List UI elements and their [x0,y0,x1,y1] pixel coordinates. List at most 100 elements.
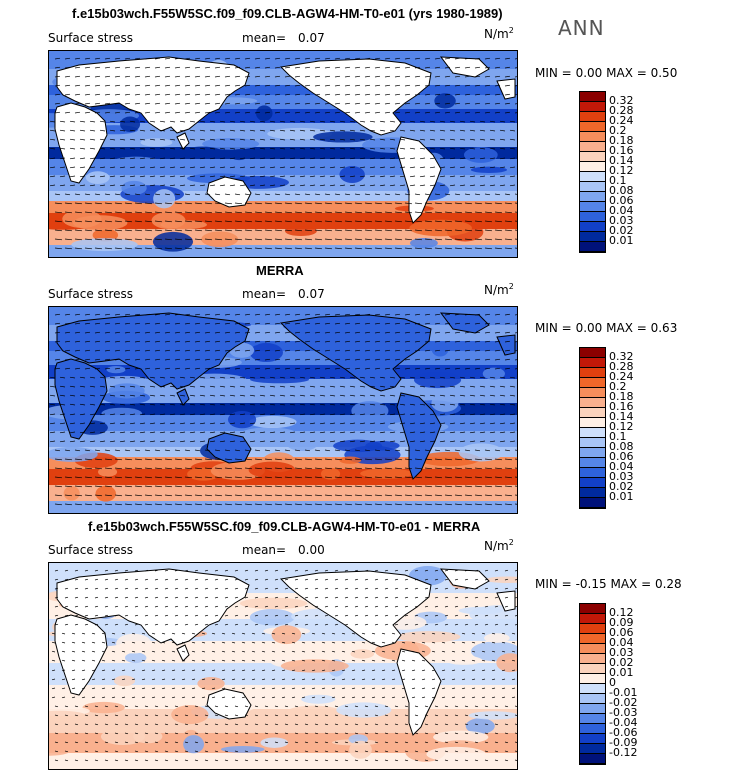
stress-arrow [454,84,461,87]
stress-arrow [414,614,419,617]
stress-arrow [189,431,196,434]
stress-arrow [74,193,81,196]
stress-arrow [161,659,166,662]
stress-arrow [249,147,256,150]
stress-arrow [124,247,133,250]
colorbar-swatch [580,734,605,744]
stress-arrow [371,650,376,653]
stress-arrow [89,120,96,123]
stress-arrow [394,467,403,470]
stress-arrow [234,313,241,316]
stress-arrow [439,175,446,178]
stress-arrow [184,503,193,506]
stress-arrow [439,413,446,416]
stress-arrow [114,623,119,626]
stress-arrow [94,93,101,96]
stress-arrow [74,313,81,316]
stress-arrow [64,313,71,316]
stress-arrow [354,569,359,572]
colorbar-swatch [580,418,605,428]
stress-arrow [481,678,486,681]
stress-arrow [94,211,103,214]
panel-3-title: f.e15b03wch.F55W5SC.f09_f09.CLB-AGW4-HM-… [88,519,481,534]
stress-arrow [364,93,371,96]
stress-arrow [344,229,353,232]
stress-arrow [384,93,391,96]
stress-arrow [254,467,263,470]
stress-arrow [214,503,223,506]
stress-arrow [144,759,149,762]
stress-arrow [334,714,339,717]
stress-arrow [254,66,261,69]
stress-arrow [144,84,151,87]
stress-arrow [191,641,196,644]
stress-arrow [509,129,516,132]
stress-arrow [104,467,113,470]
stress-arrow [209,157,216,160]
stress-arrow [234,449,241,452]
stress-arrow [194,614,199,617]
stress-arrow [214,349,221,352]
stress-arrow [74,331,81,334]
stress-arrow [214,623,219,626]
stress-arrow [229,394,236,397]
colorbar-label: 0.08 [609,440,634,453]
stress-arrow [229,175,236,178]
stress-arrow [364,714,369,717]
stress-arrow [251,650,256,653]
stress-arrow [341,687,346,690]
stress-arrow [394,349,401,352]
stress-arrow [264,759,269,762]
stress-arrow [214,340,221,343]
stress-arrow [189,184,196,187]
stress-arrow [184,247,193,250]
stress-arrow [194,358,201,361]
stress-arrow [514,759,517,761]
stress-arrow [474,759,479,762]
stress-arrow [94,358,101,361]
stress-arrow [454,322,461,325]
stress-arrow [329,147,336,150]
stress-arrow [114,238,123,241]
stress-arrow [479,440,486,443]
stress-arrow [404,596,409,599]
stress-arrow [144,494,153,497]
stress-arrow [219,166,226,169]
stress-arrow [54,569,59,572]
stress-arrow [244,458,253,461]
stress-arrow [514,449,517,451]
stress-arrow [384,732,389,735]
stress-patch [106,365,126,374]
stress-arrow [481,641,486,644]
stress-patch [171,705,209,725]
stress-arrow [304,340,311,343]
stress-arrow [394,247,403,250]
stress-arrow [179,422,186,425]
stress-arrow [254,605,259,608]
colorbar-label: 0.06 [609,626,634,639]
stress-arrow [269,422,276,425]
stress-arrow [209,147,216,150]
stress-arrow [201,659,206,662]
stress-arrow [194,229,203,232]
stress-arrow [504,605,509,608]
stress-arrow [154,614,159,617]
stress-arrow [124,238,133,241]
stress-arrow [89,403,96,406]
stress-arrow [134,322,141,325]
colorbar-label: 0.02 [609,480,634,493]
stress-arrow [104,229,113,232]
stress-arrow [241,632,246,635]
continent-outline [439,56,490,78]
stress-arrow [321,659,326,662]
stress-arrow [209,166,216,169]
stress-arrow [474,57,481,60]
stress-arrow [494,193,501,196]
stress-arrow [349,120,356,123]
stress-arrow [121,678,126,681]
stress-arrow [99,157,106,160]
stress-arrow [291,650,296,653]
stress-arrow [489,184,496,187]
stress-arrow [344,605,349,608]
stress-arrow [329,394,336,397]
